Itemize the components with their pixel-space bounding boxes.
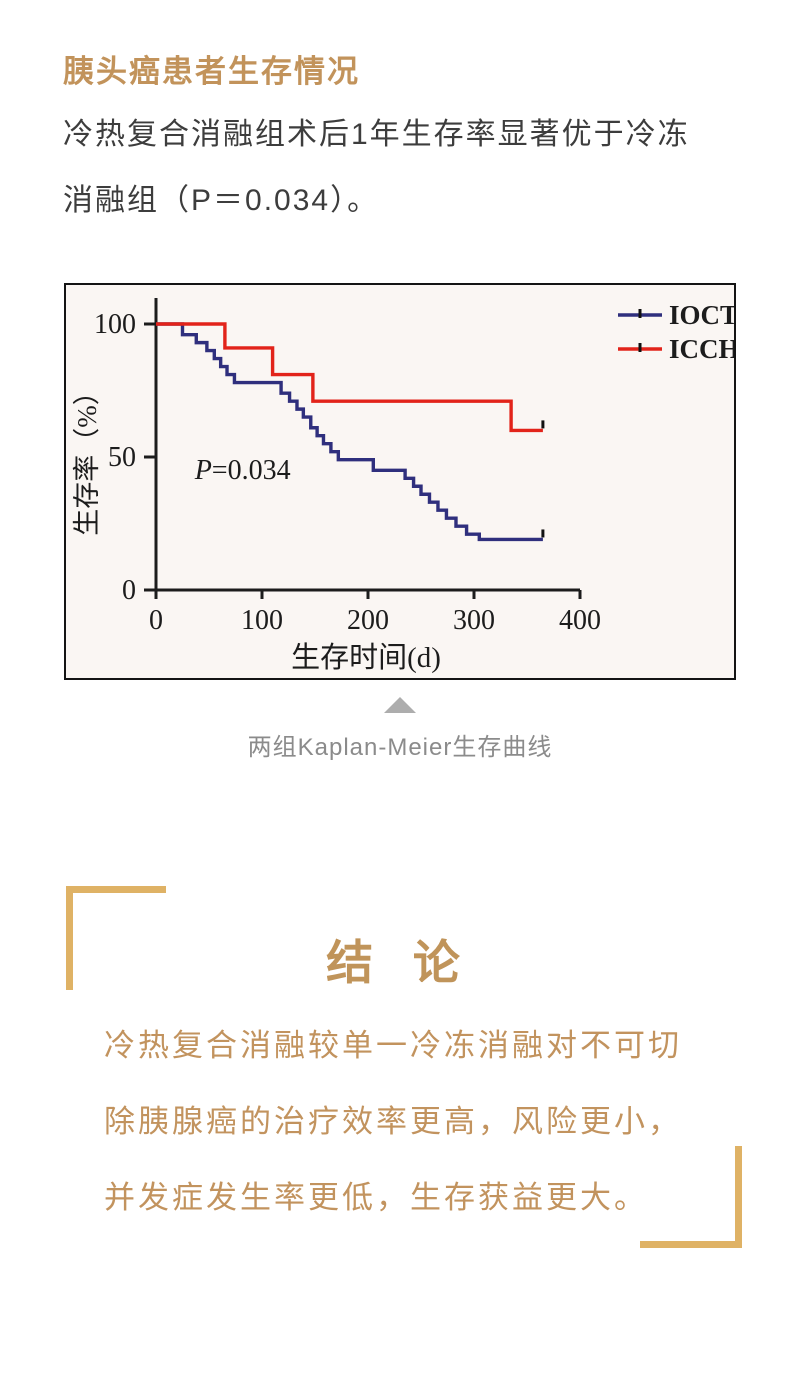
intro-line-1: 冷热复合消融组术后1年生存率显著优于冷冻 [63,118,690,151]
conclusion-line-3: 并发症发生率更低，生存获益更大。 [104,1180,648,1215]
curve-ioct [156,322,543,542]
km-chart: 0 50 100 0 100 200 300 400 生存率（%） 生存时间(d) P=0.034 I… [72,298,734,674]
figure-caption: 两组Kaplan-Meier生存曲线 [247,734,553,761]
x-tick-label: 100 [241,605,283,636]
x-axis-label: 生存时间(d) [291,641,441,674]
conclusion-title: 结 论 [326,938,474,990]
intro-paragraph: 冷热复合消融组术后1年生存率显著优于冷冻 消融组（P＝0.034）。 [63,102,753,234]
x-tick-label: 0 [149,605,163,636]
y-tick-label: 50 [108,442,136,473]
conclusion-corner-bracket-top-left [66,886,166,990]
legend-label-ioct: IOCT [669,300,734,330]
conclusion-line-2: 除胰腺癌的治疗效率更高，风险更小， [104,1104,682,1139]
legend-label-icch: ICCH [669,334,734,364]
conclusion-line-1: 冷热复合消融较单一冷冻消融对不可切 [104,1028,682,1063]
intro-line-2: 消融组（P＝0.034）。 [63,184,380,217]
caption-up-triangle-icon [384,697,416,713]
y-tick-label: 100 [94,309,136,340]
page-title: 胰头癌患者生存情况 [63,54,360,89]
y-axis-label: 生存率（%） [72,378,102,536]
p-value-annotation: P=0.034 [194,455,291,486]
x-tick-label: 300 [453,605,495,636]
curve-icch [156,322,543,433]
conclusion-corner-bracket-bottom-right [640,1146,742,1248]
x-tick-label: 400 [559,605,601,636]
y-tick-label: 0 [122,575,136,606]
x-tick-label: 200 [347,605,389,636]
survival-curve-figure: 0 50 100 0 100 200 300 400 生存率（%） 生存时间(d) P=0.034 I… [64,283,736,680]
conclusion-paragraph: 冷热复合消融较单一冷冻消融对不可切 除胰腺癌的治疗效率更高，风险更小， 并发症发生率… [104,1008,724,1236]
